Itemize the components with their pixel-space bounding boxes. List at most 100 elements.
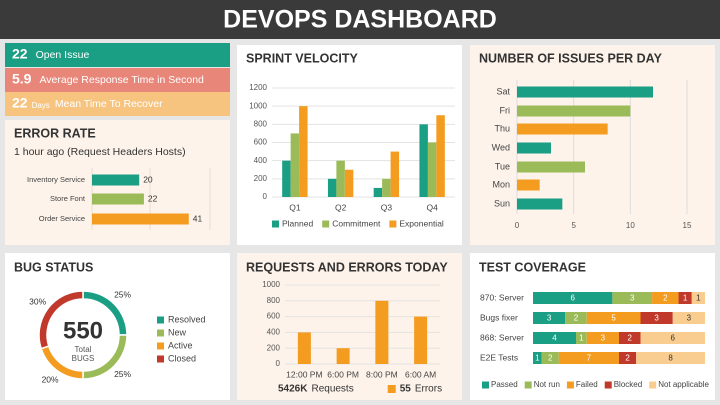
legend-swatch	[566, 381, 574, 389]
legend-swatch	[157, 329, 164, 337]
footer-value: 5426K	[278, 384, 308, 395]
header-bar	[0, 0, 720, 39]
x-tick-label: Q2	[335, 202, 347, 212]
x-tick-label: 12:00 PM	[286, 369, 322, 379]
data-label: 25%	[114, 369, 131, 379]
bar-segment	[652, 292, 679, 304]
data-label: 8	[668, 354, 673, 363]
bar	[517, 161, 585, 173]
bar	[375, 300, 389, 364]
dashboard-title: DEVOPS DASHBOARD	[223, 6, 497, 34]
category-label: Mon	[492, 179, 510, 189]
data-label: 25%	[114, 290, 131, 300]
bar-segment	[586, 312, 641, 324]
footer-label: Requests	[311, 384, 353, 395]
category-label: 868: Server	[480, 332, 524, 342]
bar-segment	[586, 332, 619, 344]
bar	[517, 105, 631, 117]
legend-label: Exponential	[399, 218, 444, 228]
bar	[517, 86, 653, 98]
bar-segment	[533, 312, 566, 324]
legend-swatch	[157, 316, 164, 324]
data-label: 2	[628, 334, 633, 343]
bar	[390, 151, 400, 197]
kpi-label: Open Issue	[36, 49, 90, 61]
legend-label: Closed	[168, 353, 196, 363]
donut-segment	[38, 290, 84, 350]
legend-swatch	[157, 355, 164, 363]
bar	[92, 174, 140, 186]
legend-label: Failed	[576, 380, 598, 389]
bar	[427, 142, 437, 197]
data-label: 3	[687, 314, 692, 323]
bar	[92, 213, 189, 225]
data-label: 20%	[42, 375, 59, 385]
bar	[436, 115, 445, 197]
legend-label: Resolved	[168, 314, 206, 324]
x-tick-label: 5	[571, 221, 576, 230]
data-label: 2	[625, 354, 630, 363]
kpi-tile	[5, 68, 230, 92]
center-value: 550	[63, 317, 103, 344]
category-label: Sat	[496, 86, 510, 96]
y-tick-label: 200	[267, 343, 281, 352]
data-label: 20	[143, 174, 153, 184]
bar-segment	[678, 292, 692, 304]
y-tick-label: 800	[254, 119, 268, 128]
category-label: Order Service	[39, 214, 85, 223]
bar	[297, 332, 311, 364]
x-tick-label: 8:00 PM	[366, 369, 398, 379]
legend-label: Blocked	[614, 380, 642, 389]
kpi-tile	[5, 43, 230, 67]
bar	[299, 106, 308, 197]
panel-subtitle: 1 hour ago (Request Headers Hosts)	[14, 146, 186, 158]
legend-label: Commitment	[332, 218, 381, 228]
data-label: 41	[193, 213, 203, 223]
panel-title: NUMBER OF ISSUES PER DAY	[479, 51, 663, 65]
x-tick-label: Q1	[289, 202, 301, 212]
y-tick-label: 1000	[262, 280, 280, 289]
center-label: BUGS	[72, 354, 95, 363]
footer-label: Errors	[415, 384, 442, 395]
data-label: 3	[630, 294, 635, 303]
category-label: Sun	[494, 198, 510, 208]
panel	[470, 45, 715, 245]
legend-swatch	[482, 381, 489, 389]
data-label: 6	[570, 294, 575, 303]
bar	[344, 169, 354, 197]
y-tick-label: 400	[254, 156, 268, 165]
bar-segment	[533, 292, 613, 304]
legend-label: Not run	[534, 380, 560, 389]
bar	[290, 133, 300, 197]
bar	[419, 124, 428, 197]
category-label: Bugs fixer	[480, 312, 518, 322]
legend-swatch	[322, 220, 330, 228]
data-label: 1	[696, 294, 701, 303]
legend-label: New	[168, 327, 187, 337]
y-tick-label: 200	[254, 174, 268, 183]
data-label: 3	[654, 314, 659, 323]
x-tick-label: 0	[515, 221, 520, 230]
x-tick-label: 15	[683, 221, 692, 230]
bar	[336, 348, 350, 364]
category-label: Wed	[492, 142, 510, 152]
x-tick-label: Q4	[426, 202, 438, 212]
y-tick-label: 600	[254, 138, 268, 147]
panel-title: TEST COVERAGE	[479, 260, 586, 274]
data-label: 30%	[29, 296, 46, 306]
kpi-unit: Days	[32, 101, 50, 110]
panel	[470, 253, 715, 400]
bar-segment	[576, 332, 587, 344]
bar-segment	[533, 332, 576, 344]
y-tick-label: 1200	[249, 83, 267, 92]
data-label: 6	[671, 334, 676, 343]
bar-segment	[565, 312, 587, 324]
data-label: 2	[574, 314, 579, 323]
data-label: 2	[548, 354, 553, 363]
bar	[282, 160, 291, 197]
y-tick-label: 400	[267, 328, 281, 337]
legend-swatch	[649, 381, 657, 389]
category-label: 870: Server	[480, 292, 524, 302]
bar	[373, 187, 383, 197]
